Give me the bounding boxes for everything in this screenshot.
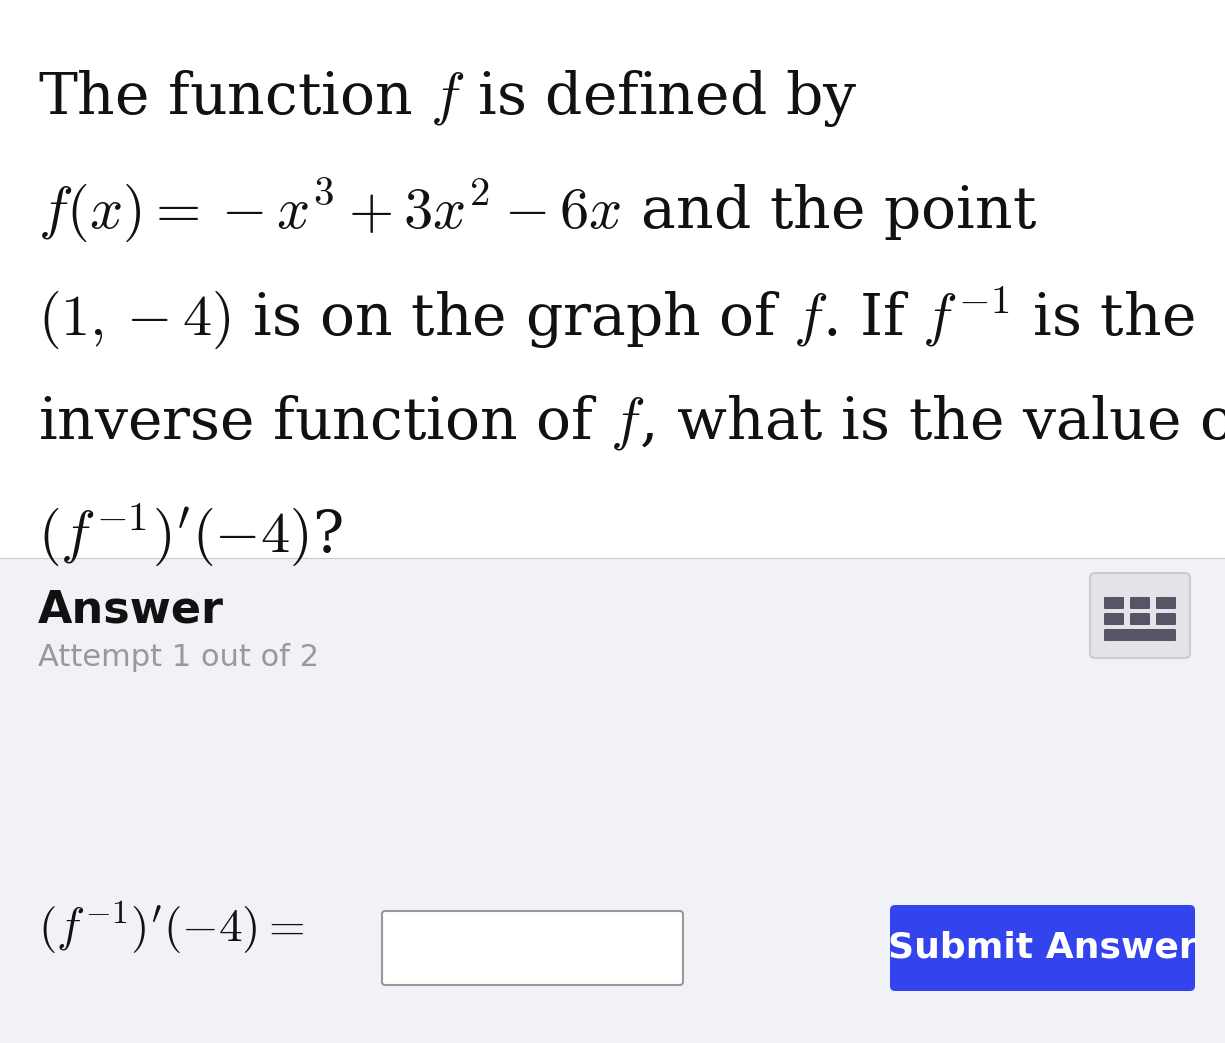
FancyBboxPatch shape: [1156, 597, 1176, 609]
FancyBboxPatch shape: [1104, 597, 1125, 609]
Text: inverse function of $f$, what is the value of: inverse function of $f$, what is the val…: [38, 393, 1225, 453]
FancyBboxPatch shape: [1104, 613, 1125, 625]
FancyBboxPatch shape: [1129, 597, 1150, 609]
Text: Answer: Answer: [38, 588, 224, 631]
Text: $(1, -4)$ is on the graph of $f$. If $f^{-1}$ is the: $(1, -4)$ is on the graph of $f$. If $f^…: [38, 285, 1194, 351]
FancyBboxPatch shape: [0, 0, 1225, 558]
Text: The function $f$ is defined by: The function $f$ is defined by: [38, 68, 857, 128]
FancyBboxPatch shape: [891, 905, 1196, 991]
Text: Submit Answer: Submit Answer: [888, 931, 1197, 965]
FancyBboxPatch shape: [382, 911, 684, 985]
Text: $(f^{-1})^{\prime}(-4) = $: $(f^{-1})^{\prime}(-4) = $: [38, 899, 304, 956]
FancyBboxPatch shape: [1156, 613, 1176, 625]
FancyBboxPatch shape: [1104, 629, 1176, 641]
Text: Attempt 1 out of 2: Attempt 1 out of 2: [38, 642, 319, 672]
Text: $(f^{-1})^{\prime}(-4)$?: $(f^{-1})^{\prime}(-4)$?: [38, 502, 343, 568]
Text: $f(x) = -x^3 + 3x^2 - 6x$ and the point: $f(x) = -x^3 + 3x^2 - 6x$ and the point: [38, 176, 1036, 244]
FancyBboxPatch shape: [1129, 613, 1150, 625]
FancyBboxPatch shape: [1090, 573, 1189, 658]
FancyBboxPatch shape: [0, 558, 1225, 1043]
